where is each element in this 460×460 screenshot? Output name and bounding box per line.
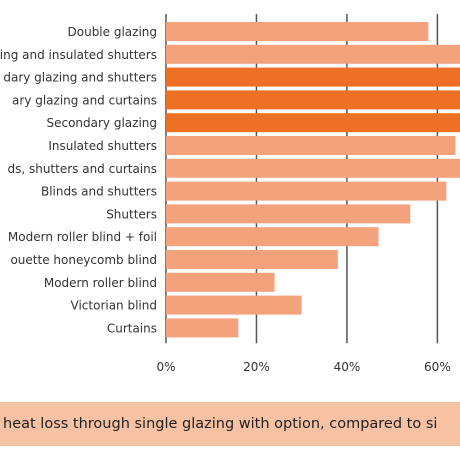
category-label: Blinds and shutters <box>41 185 157 199</box>
bar <box>166 158 460 178</box>
bar <box>166 44 460 64</box>
category-label: dary glazing and shutters <box>3 71 157 85</box>
x-tick-label: 40% <box>334 360 361 374</box>
bar <box>166 181 447 201</box>
bar <box>166 67 460 87</box>
bar <box>166 318 239 338</box>
bar <box>166 250 338 269</box>
bar <box>166 227 379 247</box>
bar <box>166 90 460 110</box>
bar <box>166 272 275 292</box>
x-tick-label: 60% <box>424 360 451 374</box>
chart-caption: heat loss through single glazing with op… <box>3 416 438 432</box>
bar-chart: Double glazing ing and insulated shutters… <box>0 14 460 374</box>
category-label: Modern roller blind + foil <box>8 230 157 244</box>
bar <box>166 204 411 224</box>
bar <box>166 295 302 315</box>
bar <box>166 136 456 155</box>
category-label: Insulated shutters <box>48 139 157 153</box>
category-label: ouette honeycomb blind <box>10 253 157 267</box>
bar <box>166 113 460 133</box>
category-label: Double glazing <box>68 25 158 39</box>
category-label: Victorian blind <box>71 299 157 313</box>
bar <box>166 22 429 41</box>
x-tick-label: 0% <box>156 360 175 374</box>
category-label: ary glazing and curtains <box>12 93 157 107</box>
category-label: ing and insulated shutters <box>0 48 157 62</box>
category-label: ds, shutters and curtains <box>7 162 157 176</box>
category-label: Shutters <box>106 207 157 221</box>
caption-band: heat loss through single glazing with op… <box>0 402 460 446</box>
category-label: Curtains <box>107 321 157 335</box>
category-label: Secondary glazing <box>46 116 157 130</box>
x-tick-label-layer: 0% 20% 40% 60% <box>156 360 450 374</box>
x-tick-label: 20% <box>243 360 270 374</box>
category-label: Modern roller blind <box>44 276 157 290</box>
category-label-layer: Double glazing ing and insulated shutters… <box>0 25 157 335</box>
bar-layer <box>166 22 460 338</box>
